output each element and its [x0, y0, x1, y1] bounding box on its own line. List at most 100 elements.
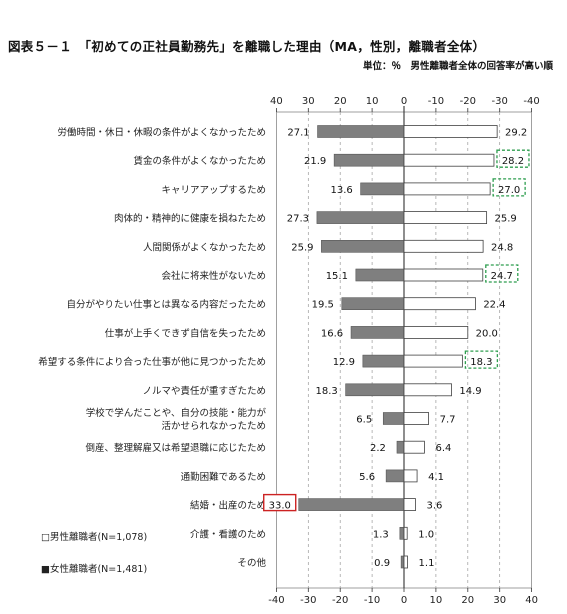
bar-female [321, 240, 405, 253]
bar-male [403, 412, 429, 425]
value-label-female: 27.3 [287, 214, 309, 225]
value-label-female: 0.9 [374, 558, 390, 569]
tick-label-bottom: -10 [364, 595, 380, 606]
category-label: 自分がやりたい仕事とは異なる内容だったため [66, 299, 266, 311]
category-label: 労働時間・休日・休暇の条件がよくなかったため [57, 127, 266, 139]
value-label-male: 7.7 [440, 415, 456, 426]
category-label: ノルマや責任が重すぎたため [142, 385, 266, 397]
tick-label-top: -40 [523, 96, 539, 107]
bar-male [403, 469, 418, 483]
bar-female [317, 125, 405, 138]
tick-label-bottom: 0 [401, 595, 407, 606]
category-label: 倒産、整理解雇又は希望退職に応じたため [85, 442, 266, 454]
bar-female [360, 182, 405, 196]
bar-male [403, 354, 463, 368]
value-label-female: 12.9 [333, 357, 355, 368]
value-label-male: 24.8 [491, 242, 513, 253]
bar-male [403, 325, 469, 339]
bar-female [350, 326, 405, 339]
highlight-box-green [485, 264, 519, 283]
value-label-female: 6.5 [356, 415, 372, 426]
bar-male [403, 211, 488, 225]
bar-female [400, 555, 405, 569]
category-label: キャリアアップするため [161, 185, 266, 196]
bar-male [403, 239, 484, 253]
tick-label-bottom: 10 [430, 595, 443, 606]
category-label: 学校で学んだことや、自分の技能・能力が [86, 407, 267, 419]
bar-male [403, 555, 408, 569]
value-label-male: 20.0 [476, 328, 498, 339]
bar-male [403, 268, 484, 282]
bar-male [403, 498, 416, 512]
chart-subtitle: 単位：％ 男性離職者全体の回答率が高い順 [362, 61, 553, 72]
value-label-female: 25.9 [291, 242, 313, 253]
tick-label-top: -10 [428, 96, 444, 107]
bar-male [403, 297, 476, 311]
bar-female [399, 526, 405, 540]
category-label: 活かせられなかったため [161, 420, 266, 432]
tick-label-bottom: 20 [461, 595, 474, 606]
bar-female [355, 268, 405, 282]
category-label: 肉体的・精神的に健康を損ねたため [114, 213, 266, 225]
value-label-female: 33.0 [269, 501, 291, 512]
bar-female [341, 297, 405, 311]
bar-female [345, 383, 405, 397]
bar-female [385, 469, 405, 483]
tick-label-top: -30 [492, 96, 508, 107]
value-label-male: 3.6 [427, 501, 443, 512]
bar-male [403, 526, 408, 540]
category-label: 会社に将来性がないため [161, 270, 266, 282]
value-label-male: 1.1 [419, 558, 435, 569]
legend-item: □男性離職者(N=1,078) [41, 531, 147, 543]
tick-label-bottom: 40 [525, 595, 538, 606]
value-label-male: 25.9 [494, 214, 516, 225]
tick-label-top: 30 [302, 96, 315, 107]
bar-female [316, 211, 405, 224]
category-label: 通勤困難であるため [181, 471, 266, 483]
highlight-box-green [464, 350, 499, 369]
bar-male [403, 153, 495, 167]
category-label: 希望する条件により合った仕事が他に見つかったため [38, 356, 266, 368]
tick-label-bottom: -30 [300, 595, 316, 606]
tick-label-top: -20 [460, 96, 476, 107]
highlight-box-green [496, 149, 530, 168]
bar-male [403, 125, 498, 138]
bar-female [298, 498, 405, 511]
value-label-male: 28.2 [502, 156, 524, 167]
chart-title: 図表５－１ 「初めての正社員勤務先」を離職した理由（MA，性別，離職者全体） [8, 39, 486, 54]
value-label-female: 13.6 [330, 185, 352, 196]
tick-label-top: 20 [334, 96, 347, 107]
bar-female [396, 440, 405, 454]
value-label-female: 1.3 [373, 529, 389, 540]
category-label: 仕事が上手くできず自信を失ったため [105, 327, 266, 339]
bar-female [333, 153, 405, 167]
value-label-male: 6.4 [435, 443, 451, 454]
bar-male [403, 383, 452, 397]
tick-label-top: 10 [366, 96, 379, 107]
tick-label-bottom: -20 [332, 595, 348, 606]
value-label-female: 2.2 [370, 443, 386, 454]
value-label-male: 29.2 [505, 128, 527, 139]
tick-label-bottom: 30 [493, 595, 506, 606]
tick-label-top: 40 [270, 96, 283, 107]
tick-label-top: 0 [401, 96, 407, 107]
category-label: 賃金の条件がよくなかったため [133, 155, 266, 167]
bar-male [403, 440, 425, 454]
value-label-male: 22.4 [483, 300, 505, 311]
bar-male [403, 182, 491, 196]
value-label-female: 15.1 [326, 271, 348, 282]
value-label-female: 21.9 [304, 156, 326, 167]
value-label-female: 18.3 [315, 386, 337, 397]
value-label-male: 4.1 [428, 472, 444, 483]
value-label-female: 19.5 [312, 300, 334, 311]
value-label-male: 14.9 [459, 386, 481, 397]
value-label-male: 24.7 [491, 271, 513, 282]
legend-item: ■女性離職者(N=1,481) [41, 563, 147, 575]
value-label-male: 18.3 [470, 357, 492, 368]
highlight-box-red [263, 493, 297, 512]
value-label-female: 16.6 [321, 328, 343, 339]
category-label: 介護・看護のため [190, 528, 266, 540]
value-label-female: 5.6 [359, 472, 375, 483]
bar-female [362, 354, 405, 368]
